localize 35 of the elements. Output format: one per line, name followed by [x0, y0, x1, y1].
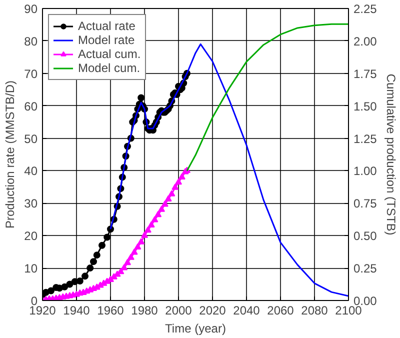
y2-tick-label: 0.50 — [354, 229, 378, 244]
legend-label: Actual rate — [78, 19, 136, 33]
x-tick-label: 2020 — [199, 304, 226, 318]
x-tick-label: 2100 — [335, 304, 362, 318]
x-tick-label: 1960 — [97, 304, 124, 318]
y2-tick-label: 1.00 — [354, 164, 378, 178]
y2-tick-label: 0.25 — [354, 262, 378, 276]
x-tick-label: 2000 — [165, 304, 192, 318]
y2-tick-label: 1.75 — [354, 66, 378, 81]
legend-label: Model rate — [78, 33, 135, 47]
legend-label: Model cum. — [78, 61, 140, 75]
y-tick-label: 30 — [24, 196, 38, 211]
x-tick-label: 1940 — [63, 304, 90, 318]
y2-tick-label: 2.00 — [354, 34, 378, 48]
x-tick-label: 1920 — [29, 304, 56, 318]
y2-tick-label: 0.75 — [354, 196, 378, 211]
y-tick-label: 10 — [24, 262, 38, 276]
legend-label: Actual cum. — [78, 47, 141, 61]
y-tick-label: 40 — [24, 164, 38, 178]
x-axis-title: Time (year) — [165, 322, 226, 336]
x-tick-label: 2080 — [301, 304, 328, 318]
x-tick-label: 1980 — [131, 304, 158, 318]
y-tick-label: 80 — [24, 34, 38, 48]
y2-axis-title: Cumulative production (TSTB) — [384, 74, 398, 236]
y2-tick-label: 2.25 — [354, 2, 378, 16]
y2-tick-label: 1.25 — [354, 132, 378, 146]
y2-tick-label: 1.50 — [354, 99, 378, 114]
y-tick-label: 90 — [24, 2, 38, 16]
y-tick-label: 20 — [24, 229, 38, 244]
x-tick-label: 2040 — [233, 304, 260, 318]
y-tick-label: 60 — [24, 99, 38, 114]
y-axis-title: Production rate (MMSTB/D) — [3, 80, 18, 229]
y-tick-label: 50 — [24, 132, 38, 146]
x-tick-label: 2060 — [267, 304, 294, 318]
y-tick-label: 70 — [24, 66, 38, 81]
